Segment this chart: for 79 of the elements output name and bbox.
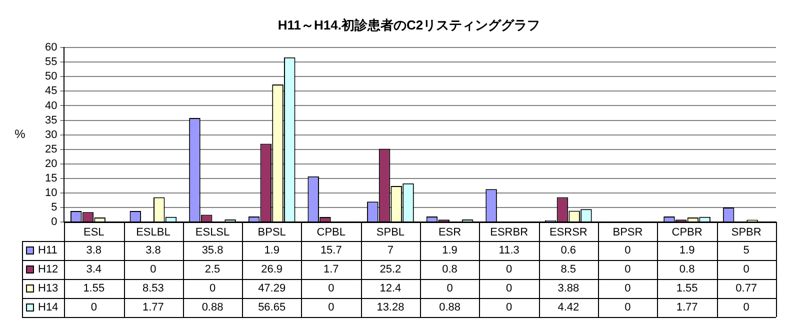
y-tick-label: 45 [44, 85, 58, 98]
x-tick-label: CPBR [672, 226, 702, 239]
data-label: 1.9 [264, 244, 280, 257]
data-label: 3.8 [146, 244, 161, 257]
x-tick-label: ESR [438, 226, 462, 239]
x-tick-label: ESLSL [195, 226, 230, 239]
data-label: 26.9 [261, 264, 283, 276]
data-label: 0 [209, 282, 216, 295]
data-label: 0 [446, 282, 453, 295]
x-tick-label: CPBL [316, 226, 346, 239]
y-tick-label: 50 [44, 70, 58, 83]
data-label: 0 [506, 264, 512, 276]
data-label: 4.42 [558, 302, 580, 314]
legend-label: H13 [38, 282, 58, 295]
x-tick-label: BPSL [258, 226, 286, 239]
data-label: 0.88 [202, 302, 224, 314]
legend-label: H14 [38, 302, 58, 314]
data-label: 1.77 [676, 302, 698, 314]
data-label: 3.88 [558, 282, 580, 295]
y-tick-label: 55 [44, 56, 58, 68]
data-label: 7 [387, 244, 394, 257]
y-axis-title: % [14, 127, 26, 142]
data-label: 35.8 [202, 244, 224, 257]
data-label: 0.8 [442, 264, 458, 276]
data-label: 0 [328, 282, 334, 295]
x-tick-label: SPBR [731, 226, 762, 239]
data-label: 1.55 [83, 282, 105, 295]
data-label: 0.6 [560, 244, 576, 257]
x-tick-label: SPBL [376, 226, 405, 239]
data-label: 0.88 [439, 302, 460, 314]
data-label: 0 [150, 264, 156, 276]
data-label: 0 [90, 302, 97, 314]
y-tick-label: 10 [44, 186, 58, 199]
data-label: 0 [506, 302, 512, 314]
x-tick-label: ESRBR [490, 226, 528, 239]
data-label: 0 [624, 264, 631, 276]
legend-label: H12 [38, 264, 58, 276]
y-tick-label: 15 [44, 172, 58, 184]
data-label: 1.55 [676, 282, 698, 295]
data-label: 56.65 [258, 302, 286, 314]
chart-title: H11～H14.初診患者のC2リスティンググラフ [278, 17, 540, 32]
data-label: 5 [743, 244, 750, 257]
data-label: 1.9 [442, 244, 458, 257]
data-label: 0 [624, 302, 631, 314]
data-label: 15.7 [320, 244, 342, 257]
data-label: 1.77 [142, 302, 164, 314]
data-label: 11.3 [498, 244, 520, 257]
data-label: 0 [328, 302, 334, 314]
data-label: 2.5 [204, 264, 220, 276]
data-label: 1.9 [679, 244, 695, 257]
data-label: 0 [506, 282, 512, 295]
data-label: 0.77 [736, 282, 758, 295]
data-label: 0 [743, 264, 750, 276]
data-label: 1.7 [324, 264, 339, 276]
x-tick-label: ESRSR [549, 226, 588, 239]
data-label: 13.28 [376, 302, 404, 314]
data-label: 0 [743, 302, 750, 314]
data-label: 12.4 [380, 282, 402, 295]
y-tick-label: 40 [44, 100, 58, 112]
data-label: 3.8 [86, 244, 102, 257]
data-label: 25.2 [380, 264, 402, 276]
data-label: 0 [624, 244, 631, 257]
data-label: 0.8 [679, 264, 695, 276]
data-label: 8.53 [142, 282, 164, 295]
y-tick-label: 20 [44, 158, 58, 170]
y-tick-label: 30 [44, 128, 58, 141]
data-label: 8.5 [560, 264, 576, 276]
x-tick-label: ESLBL [136, 226, 170, 239]
y-tick-label: 60 [44, 42, 58, 54]
y-tick-label: 25 [44, 143, 58, 156]
y-tick-label: 35 [44, 114, 58, 126]
x-tick-label: BPSR [612, 226, 643, 239]
data-label: 47.29 [258, 282, 286, 295]
y-tick-label: 0 [51, 216, 58, 228]
x-tick-label: ESL [83, 226, 104, 239]
data-label: 0 [624, 282, 631, 295]
y-tick-label: 5 [51, 202, 58, 214]
data-label: 3.4 [86, 264, 102, 276]
legend-label: H11 [38, 244, 58, 257]
